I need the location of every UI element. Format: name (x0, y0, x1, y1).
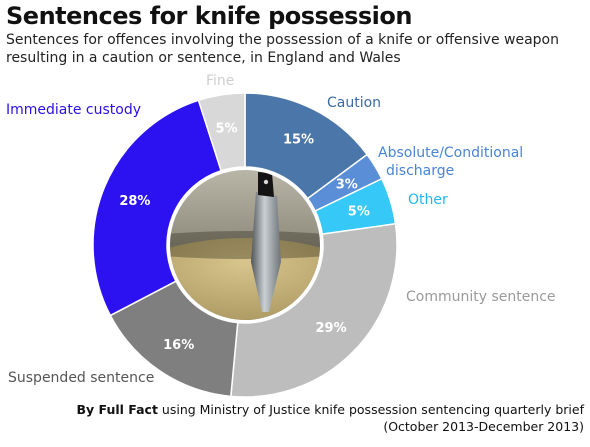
pct-label-fine: 5% (216, 121, 238, 136)
knife-photo (170, 170, 320, 320)
source-period: (October 2013-December 2013) (383, 419, 584, 434)
chart-title: Sentences for knife possession (6, 2, 412, 30)
percentage-labels: 15% 3% 5% 29% 16% 28% 5% (119, 121, 370, 352)
label-fine: Fine (206, 73, 234, 89)
pie-slices (92, 92, 398, 398)
slice-immediate-custody (92, 99, 223, 317)
label-suspended-sentence: Suspended sentence (8, 370, 154, 386)
slice-fine (197, 92, 246, 172)
pct-label-other: 5% (348, 204, 370, 219)
pct-label-caution: 15% (283, 133, 314, 148)
label-immediate-custody: Immediate custody (6, 102, 141, 118)
label-absolute-conditional-discharge: Absolute/Conditional discharge (378, 145, 523, 179)
slice-community-sentence (230, 222, 398, 398)
segment-labels: Caution Absolute/Conditional discharge Othe… (6, 73, 556, 386)
chart-subtitle: Sentences for offences involving the pos… (6, 32, 559, 66)
pct-label-absolute-conditional-discharge: 3% (336, 177, 358, 192)
label-caution: Caution (327, 95, 381, 111)
label-other: Other (408, 192, 448, 208)
source-text: using Ministry of Justice knife possessi… (161, 402, 584, 417)
label-community-sentence: Community sentence (406, 289, 556, 305)
pct-label-immediate-custody: 28% (119, 194, 150, 209)
pct-label-community-sentence: 29% (316, 321, 347, 336)
pct-label-suspended-sentence: 16% (163, 338, 194, 353)
source-author: By Full Fact (76, 402, 158, 417)
source-note: By Full Fact using Ministry of Justice k… (44, 401, 584, 435)
